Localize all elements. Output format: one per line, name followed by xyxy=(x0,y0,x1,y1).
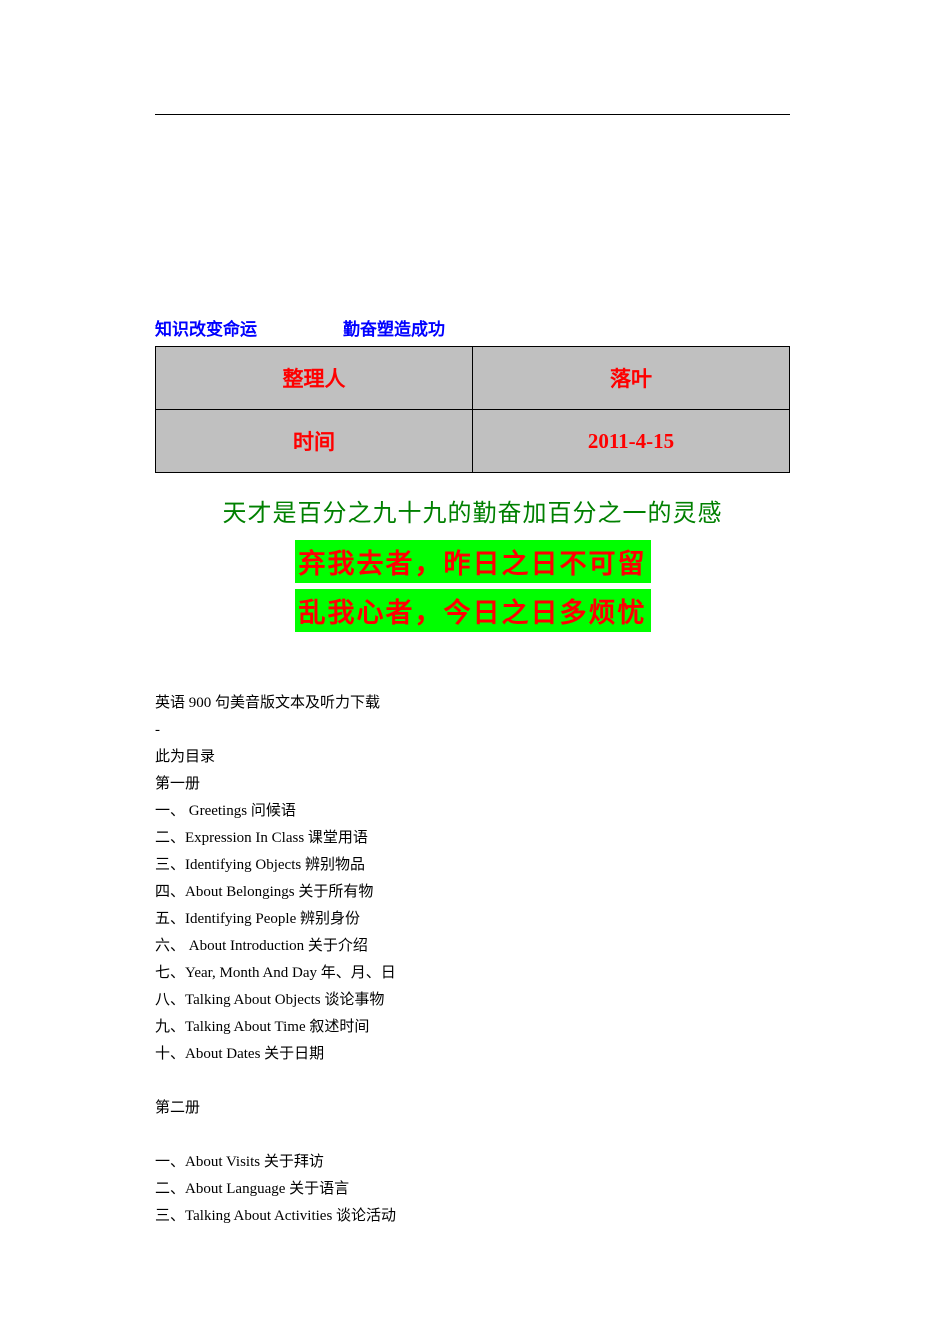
content-body: 英语 900 句美音版文本及听力下载 - 此为目录 第一册 一、 Greetin… xyxy=(155,690,790,1230)
content-dash: - xyxy=(155,717,790,744)
header-left-text: 知识改变命运 xyxy=(155,320,257,339)
table-row: 时间 2011-4-15 xyxy=(156,410,790,473)
list-item: 二、Expression In Class 课堂用语 xyxy=(155,825,790,852)
section-gap xyxy=(155,1068,790,1095)
info-value-organizer: 落叶 xyxy=(473,347,790,410)
highlight-text-2: 乱我心者，今日之日多烦忧 xyxy=(299,598,647,628)
quote-green: 天才是百分之九十九的勤奋加百分之一的灵感 xyxy=(155,493,790,528)
toc-label: 此为目录 xyxy=(155,744,790,771)
info-table: 整理人 落叶 时间 2011-4-15 xyxy=(155,346,790,473)
list-item: 一、 Greetings 问候语 xyxy=(155,798,790,825)
top-horizontal-rule xyxy=(155,114,790,115)
info-label-time: 时间 xyxy=(156,410,473,473)
list-item: 八、Talking About Objects 谈论事物 xyxy=(155,987,790,1014)
list-item: 四、About Belongings 关于所有物 xyxy=(155,879,790,906)
list-item: 十、About Dates 关于日期 xyxy=(155,1041,790,1068)
list-item: 七、Year, Month And Day 年、月、日 xyxy=(155,960,790,987)
list-item: 三、Talking About Activities 谈论活动 xyxy=(155,1203,790,1230)
header-slogan: 知识改变命运 勤奋塑造成功 xyxy=(155,315,790,340)
list-item: 三、Identifying Objects 辨别物品 xyxy=(155,852,790,879)
book2-heading: 第二册 xyxy=(155,1095,790,1122)
document-page: 知识改变命运 勤奋塑造成功 整理人 落叶 时间 2011-4-15 天才是百分之… xyxy=(0,0,945,1230)
highlight-line-2: 乱我心者，今日之日多烦忧 xyxy=(295,589,651,632)
book1-heading: 第一册 xyxy=(155,771,790,798)
info-label-organizer: 整理人 xyxy=(156,347,473,410)
list-item: 一、About Visits 关于拜访 xyxy=(155,1149,790,1176)
list-item: 五、Identifying People 辨别身份 xyxy=(155,906,790,933)
list-item: 九、Talking About Time 叙述时间 xyxy=(155,1014,790,1041)
highlight-text-1: 弃我去者，昨日之日不可留 xyxy=(299,549,647,579)
list-item: 二、About Language 关于语言 xyxy=(155,1176,790,1203)
list-item: 六、 About Introduction 关于介绍 xyxy=(155,933,790,960)
info-value-time: 2011-4-15 xyxy=(473,410,790,473)
content-title: 英语 900 句美音版文本及听力下载 xyxy=(155,690,790,717)
highlight-line-1: 弃我去者，昨日之日不可留 xyxy=(295,540,651,583)
table-row: 整理人 落叶 xyxy=(156,347,790,410)
header-right-text: 勤奋塑造成功 xyxy=(343,320,445,339)
section-gap xyxy=(155,1122,790,1149)
